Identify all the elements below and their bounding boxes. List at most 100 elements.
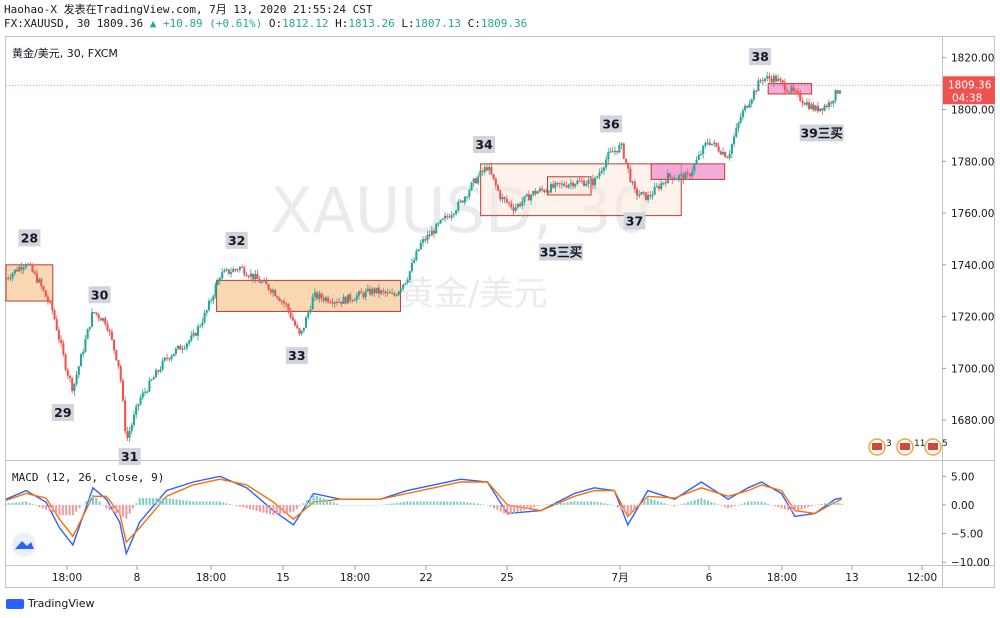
macd-histogram-bar bbox=[88, 498, 91, 505]
macd-histogram-bar bbox=[369, 504, 372, 506]
macd-histogram-bar bbox=[225, 503, 228, 505]
macd-histogram-bar bbox=[666, 504, 669, 505]
macd-histogram-bar bbox=[31, 504, 34, 505]
macd-histogram-bar bbox=[673, 504, 676, 507]
candle-body bbox=[602, 167, 605, 171]
macd-histogram-bar bbox=[95, 498, 98, 505]
macd-histogram-bar bbox=[239, 504, 241, 507]
candle-body bbox=[192, 332, 195, 336]
wave-label[interactable]: 38 bbox=[751, 49, 768, 64]
candle-body bbox=[285, 303, 288, 305]
macd-histogram-bar bbox=[376, 504, 379, 506]
candle-body bbox=[607, 152, 610, 160]
candle-body bbox=[523, 196, 526, 202]
candle-body bbox=[569, 182, 572, 185]
wave-label[interactable]: 30 bbox=[91, 287, 109, 302]
macd-histogram-bar bbox=[650, 499, 653, 505]
macd-histogram-bar bbox=[426, 501, 429, 505]
wave-label[interactable]: 37 bbox=[626, 213, 643, 228]
candle-body bbox=[199, 325, 202, 327]
macd-histogram-bar bbox=[446, 501, 449, 505]
macd-histogram-bar bbox=[827, 502, 830, 505]
candle-body bbox=[613, 150, 616, 153]
macd-histogram-bar bbox=[750, 501, 753, 505]
candle-body bbox=[609, 151, 612, 153]
wave-label[interactable]: 28 bbox=[21, 230, 38, 245]
candle-body bbox=[512, 207, 515, 211]
wave-label[interactable]: 29 bbox=[54, 405, 71, 420]
macd-histogram-bar bbox=[793, 504, 796, 512]
candle-body bbox=[166, 357, 169, 359]
macd-histogram-bar bbox=[105, 504, 108, 509]
candle-body bbox=[82, 351, 85, 355]
macd-histogram-bar bbox=[727, 504, 730, 509]
time-tick-label: 18:00 bbox=[767, 572, 797, 584]
candle-body bbox=[830, 102, 833, 104]
macd-histogram-bar bbox=[162, 498, 165, 505]
wave-label[interactable]: 32 bbox=[228, 233, 245, 248]
price-tick-label: 1720.00 bbox=[951, 312, 994, 324]
candle-body bbox=[658, 186, 661, 189]
candle-body bbox=[172, 353, 175, 357]
candle-body bbox=[755, 90, 758, 92]
macd-histogram-bar bbox=[11, 502, 14, 505]
candle-body bbox=[748, 103, 751, 108]
symbol-label[interactable]: FX:XAUUSD, 30 bbox=[4, 17, 91, 30]
candle-body bbox=[201, 322, 204, 326]
tradingview-logo[interactable]: TradingView bbox=[6, 597, 94, 610]
macd-histogram-bar bbox=[616, 504, 619, 508]
candle-body bbox=[710, 143, 714, 145]
macd-histogram-bar bbox=[683, 503, 686, 505]
macd-histogram-bar bbox=[18, 502, 21, 505]
candle-body bbox=[214, 284, 217, 297]
candle-body bbox=[124, 400, 127, 431]
candle-body bbox=[766, 76, 769, 79]
macd-histogram-bar bbox=[630, 504, 633, 513]
macd-histogram-bar bbox=[429, 501, 432, 505]
candle-body bbox=[24, 264, 27, 268]
macd-histogram-bar bbox=[349, 504, 352, 506]
candle-body bbox=[66, 369, 69, 376]
candle-body bbox=[459, 200, 462, 202]
candle-body bbox=[309, 309, 312, 313]
macd-histogram-bar bbox=[379, 504, 382, 506]
wave-label[interactable]: 34 bbox=[475, 137, 493, 152]
brand-label: TradingView bbox=[28, 597, 95, 610]
event-count: 5 bbox=[942, 439, 948, 449]
open-value: 1812.12 bbox=[282, 17, 329, 30]
macd-histogram-bar bbox=[422, 501, 425, 505]
pivot-zone-5[interactable] bbox=[767, 83, 813, 95]
candle-body bbox=[792, 87, 795, 91]
macd-histogram-bar bbox=[583, 501, 586, 505]
wave-label[interactable]: 31 bbox=[121, 449, 138, 464]
macd-histogram-bar bbox=[38, 504, 41, 507]
macd-histogram-bar bbox=[205, 501, 208, 505]
candle-body bbox=[256, 273, 259, 280]
macd-histogram-bar bbox=[292, 504, 295, 512]
candle-body bbox=[812, 104, 815, 111]
wave-label[interactable]: 35三买 bbox=[540, 245, 582, 260]
candle-body bbox=[735, 127, 738, 137]
macd-histogram-bar bbox=[272, 504, 275, 516]
wave-label[interactable]: 39三买 bbox=[800, 125, 842, 140]
candle-body bbox=[578, 180, 581, 182]
candle-body bbox=[594, 177, 597, 186]
macd-histogram-bar bbox=[834, 501, 837, 505]
candle-body bbox=[382, 290, 385, 292]
candle-body bbox=[287, 304, 290, 311]
wave-label[interactable]: 36 bbox=[602, 116, 620, 131]
macd-histogram-bar bbox=[252, 504, 255, 511]
macd-histogram-bar bbox=[733, 504, 736, 507]
wave-label[interactable]: 33 bbox=[288, 348, 305, 363]
candle-body bbox=[455, 210, 458, 214]
candle-body bbox=[419, 242, 422, 250]
candle-body bbox=[441, 218, 444, 220]
macd-histogram-bar bbox=[402, 501, 405, 505]
pivot-zone-1[interactable] bbox=[216, 279, 401, 312]
macd-histogram-bar bbox=[556, 503, 559, 505]
candle-body bbox=[598, 172, 601, 177]
candle-body bbox=[225, 269, 228, 271]
candle-body bbox=[260, 281, 263, 283]
macd-histogram-bar bbox=[51, 504, 54, 513]
